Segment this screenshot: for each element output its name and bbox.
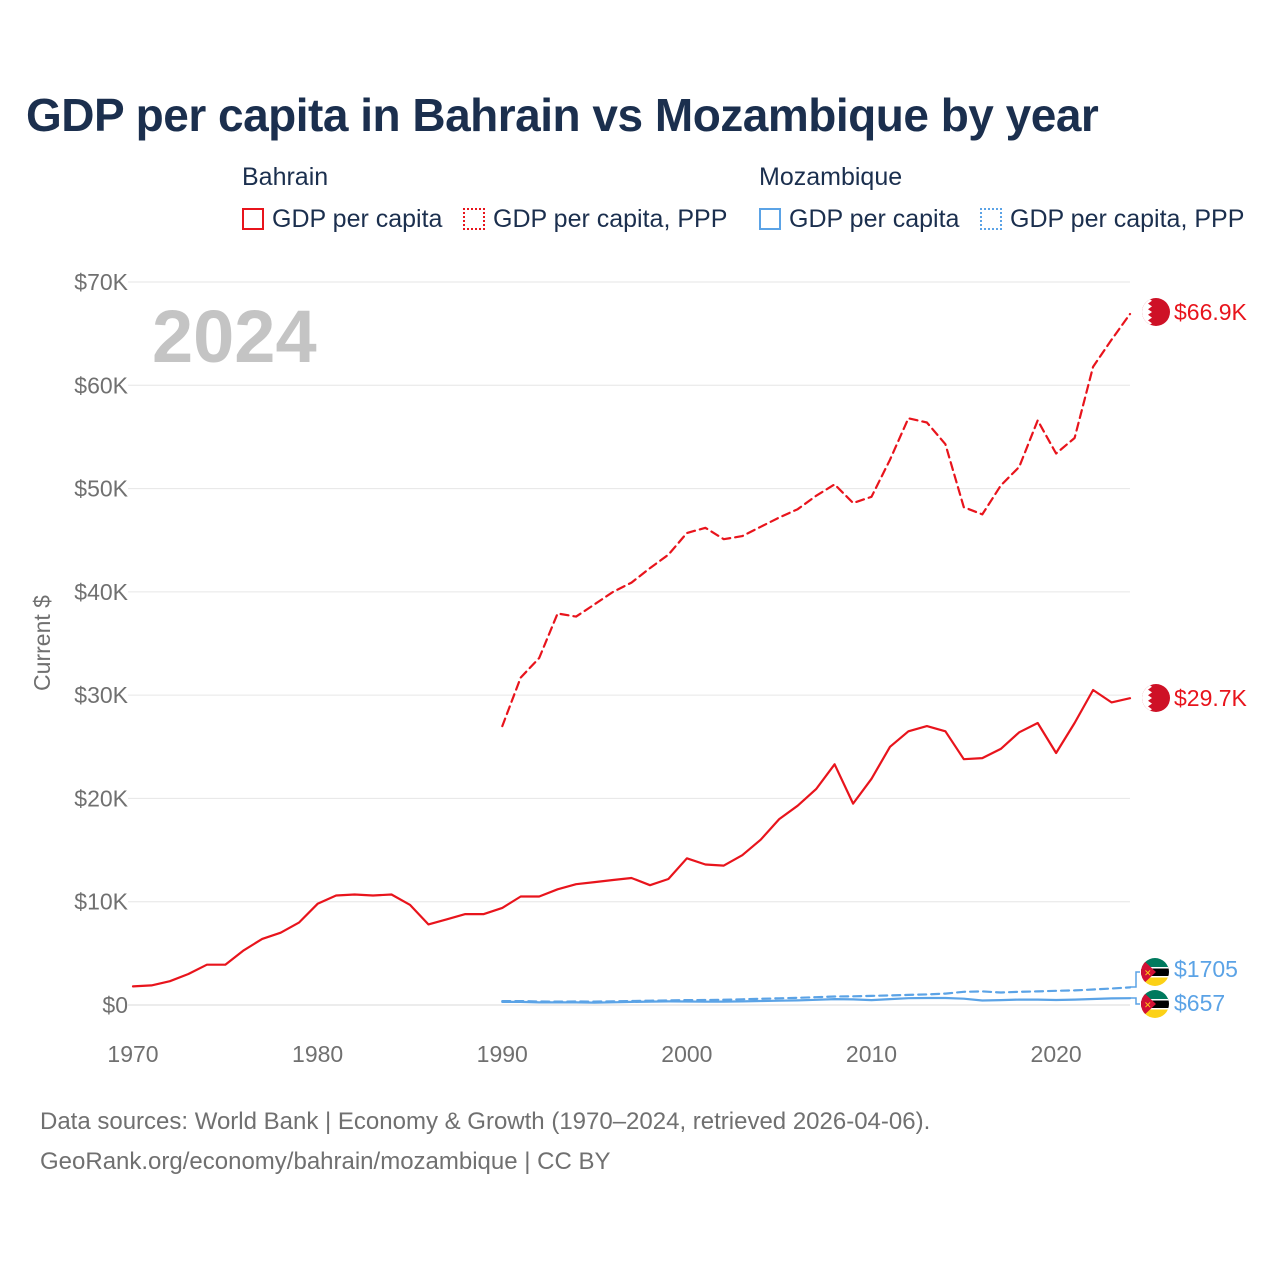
y-tick-label: $70K: [74, 269, 128, 295]
y-tick-label: $20K: [74, 785, 128, 811]
legend-swatch-solid-icon: [759, 208, 781, 230]
connector-line: [1130, 971, 1140, 988]
legend-label: GDP per capita: [272, 204, 443, 233]
legend-bahrain-gdp-ppp[interactable]: GDP per capita, PPP: [463, 204, 727, 234]
legend-label: GDP per capita, PPP: [1010, 204, 1245, 233]
x-tick-label: 2020: [1031, 1041, 1082, 1067]
x-tick-label: 1990: [477, 1041, 528, 1067]
svg-text:✕: ✕: [1144, 1000, 1152, 1010]
legend-bahrain-gdp[interactable]: GDP per capita: [242, 204, 442, 234]
legend-group-mozambique: Mozambique: [759, 163, 903, 191]
y-tick-label: $0: [102, 992, 128, 1018]
y-tick-label: $10K: [74, 889, 128, 915]
connector-line: [1130, 997, 1140, 1005]
legend-mozambique-gdp[interactable]: GDP per capita: [759, 204, 959, 234]
mozambique-flag-icon: ✕: [1141, 958, 1169, 986]
end-label-bahrain-ppp: $66.9K: [1174, 299, 1248, 325]
legend-swatch-dotted-icon: [463, 208, 485, 230]
y-tick-label: $50K: [74, 476, 128, 502]
footer-url[interactable]: GeoRank.org/economy/bahrain/mozambique |…: [40, 1148, 611, 1175]
end-label-bahrain-gdp: $29.7K: [1174, 685, 1248, 711]
x-tick-label: 1980: [292, 1041, 343, 1067]
x-tick-label: 2000: [661, 1041, 712, 1067]
end-label-mozambique-gdp: $657: [1174, 990, 1225, 1016]
y-tick-label: $60K: [74, 372, 128, 398]
svg-text:✕: ✕: [1144, 968, 1152, 978]
y-axis-label: Current $: [29, 595, 55, 691]
y-tick-label: $30K: [74, 682, 128, 708]
end-label-mozambique-ppp: $1705: [1174, 956, 1238, 982]
series-line-mozambique-gdp-per-capita-ppp[interactable]: [501, 986, 1132, 1003]
year-watermark: 2024: [152, 295, 317, 378]
chart-title: GDP per capita in Bahrain vs Mozambique …: [26, 89, 1099, 141]
mozambique-flag-icon: ✕: [1141, 990, 1169, 1018]
y-tick-label: $40K: [74, 579, 128, 605]
series-line-bahrain-gdp-per-capita[interactable]: [131, 688, 1132, 988]
x-tick-label: 2010: [846, 1041, 897, 1067]
legend-swatch-solid-icon: [242, 208, 264, 230]
legend-swatch-dotted-icon: [980, 208, 1002, 230]
legend-group-bahrain: Bahrain: [242, 163, 329, 191]
legend-label: GDP per capita, PPP: [493, 204, 728, 233]
bahrain-flag-icon: [1142, 684, 1170, 712]
bahrain-flag-icon: [1142, 298, 1170, 326]
legend-mozambique-gdp-ppp[interactable]: GDP per capita, PPP: [980, 204, 1244, 234]
legend-label: GDP per capita: [789, 204, 960, 233]
footer-sources: Data sources: World Bank | Economy & Gro…: [40, 1108, 931, 1135]
x-tick-label: 1970: [107, 1041, 158, 1067]
series-line-bahrain-gdp-per-capita-ppp[interactable]: [501, 312, 1132, 728]
